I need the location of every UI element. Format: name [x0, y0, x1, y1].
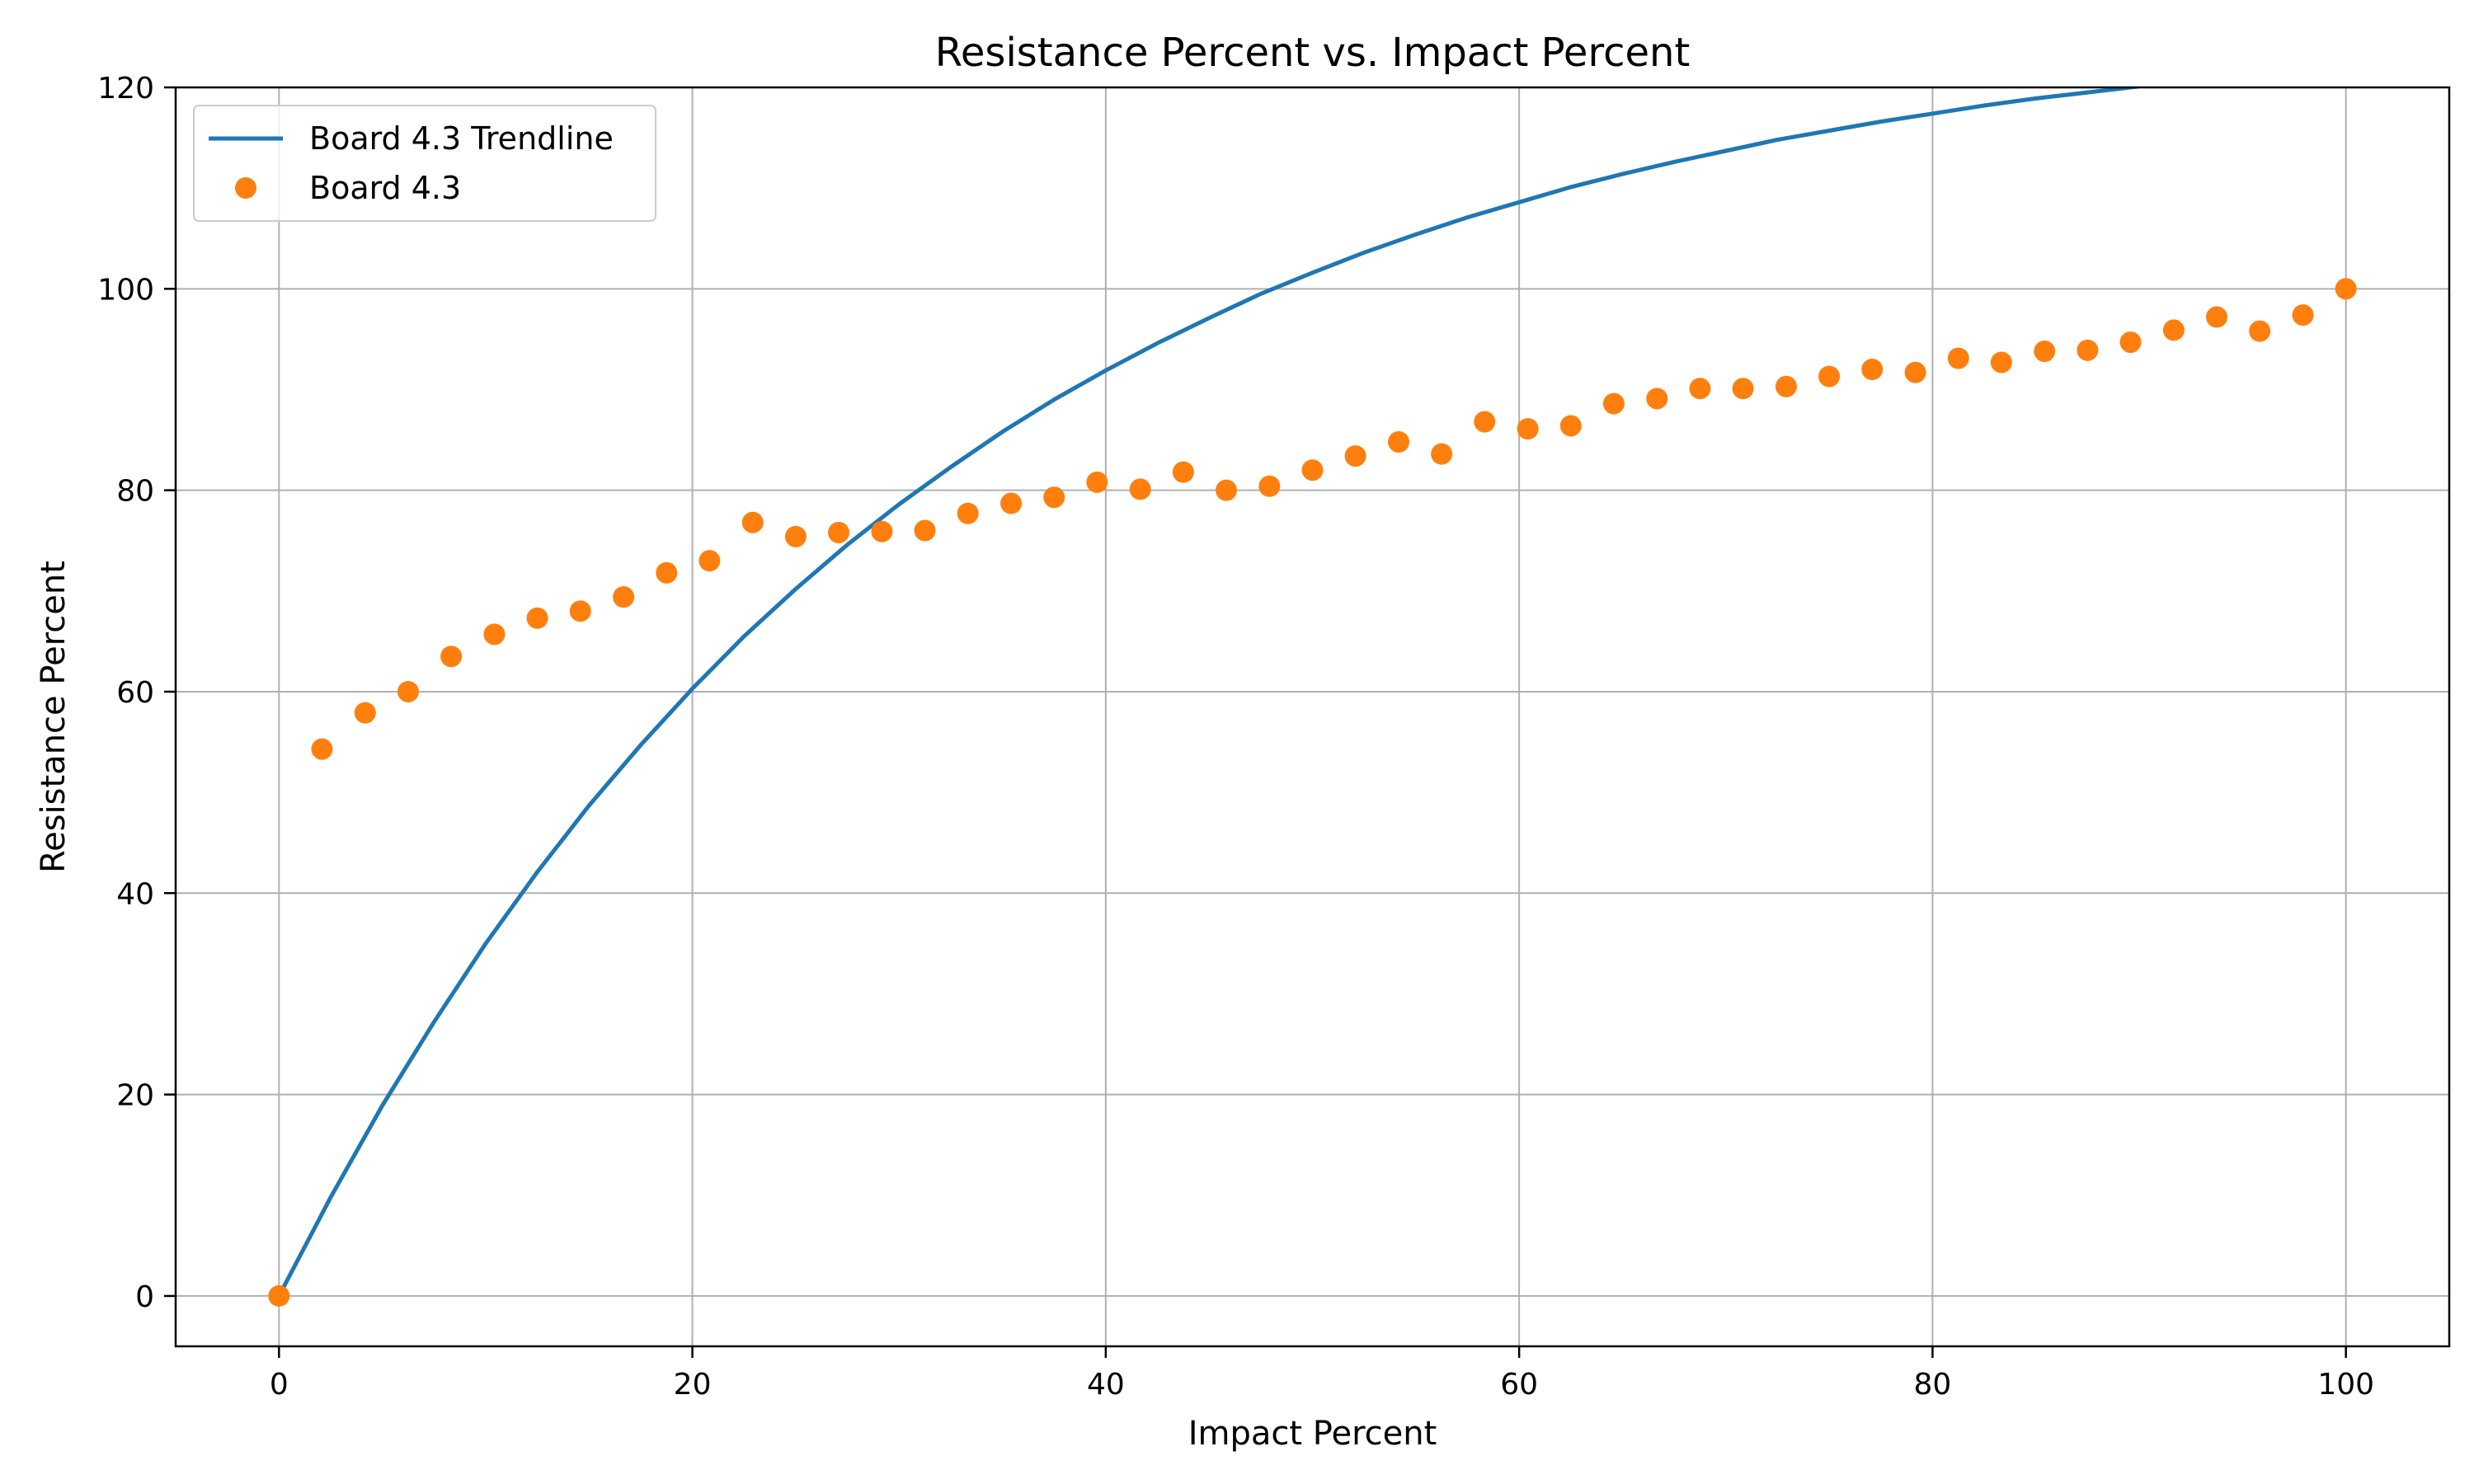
data-point [1215, 479, 1237, 501]
data-point [1301, 459, 1324, 481]
data-point [1474, 411, 1496, 433]
data-point [1689, 378, 1711, 400]
data-point [1861, 359, 1884, 381]
data-point [957, 502, 979, 524]
legend-box [193, 105, 656, 222]
data-point [268, 1284, 290, 1307]
data-point [1990, 351, 2012, 373]
data-point [828, 521, 850, 543]
plot-frame [174, 86, 2451, 1348]
y-tick-label: 60 [116, 676, 154, 710]
data-point [1172, 461, 1194, 483]
data-point [2206, 306, 2228, 328]
y-tick-label: 120 [97, 72, 154, 106]
data-point [741, 511, 764, 533]
data-point [1431, 443, 1453, 465]
data-point [1388, 431, 1410, 453]
data-point [1559, 415, 1582, 437]
data-point [1344, 445, 1366, 467]
data-point [1904, 361, 1926, 383]
legend-marker-swatch [235, 177, 256, 199]
x-tick-label: 60 [1500, 1368, 1538, 1402]
data-point [1043, 486, 1065, 509]
legend: Board 4.3 Trendline Board 4.3 [193, 105, 656, 222]
x-tick-label: 20 [674, 1368, 712, 1402]
y-axis-label: Resistance Percent [35, 561, 73, 873]
grid [176, 87, 2449, 1346]
data-point [1602, 392, 1625, 415]
axis-ticks: 0 20 40 60 80 100 0 20 40 60 80 100 120 [97, 72, 2374, 1402]
data-point [2292, 304, 2314, 326]
data-point [1129, 478, 1151, 500]
data-point [914, 519, 936, 542]
data-point [1086, 471, 1108, 493]
data-point [569, 600, 591, 622]
x-tick-label: 80 [1914, 1368, 1952, 1402]
x-tick-label: 100 [2317, 1368, 2374, 1402]
data-point [397, 680, 419, 702]
data-point [784, 525, 807, 547]
data-point [483, 623, 506, 646]
trendline-series-line [277, 87, 2149, 1298]
plot-area [268, 87, 2357, 1307]
data-point [354, 702, 376, 724]
data-point [1258, 475, 1281, 497]
data-point [2335, 278, 2357, 300]
data-point [311, 738, 333, 760]
data-point [1775, 375, 1797, 397]
data-point [2119, 331, 2142, 354]
data-point [440, 646, 463, 668]
chart-title: Resistance Percent vs. Impact Percent [935, 30, 1691, 76]
data-point [2034, 340, 2056, 363]
plot-series [268, 87, 2357, 1307]
legend-entry-trendline: Board 4.3 Trendline [309, 120, 614, 157]
data-point [2249, 320, 2271, 342]
data-point [526, 607, 548, 629]
data-point [613, 586, 635, 608]
y-tick-label: 0 [135, 1280, 154, 1314]
x-tick-label: 0 [270, 1368, 289, 1402]
data-point [1000, 492, 1023, 514]
data-point [871, 520, 893, 542]
data-point [698, 550, 721, 572]
y-tick-label: 100 [97, 273, 154, 307]
data-point [656, 561, 678, 584]
x-tick-label: 40 [1087, 1368, 1125, 1402]
data-point [1818, 365, 1841, 387]
data-point [1732, 378, 1754, 400]
y-tick-label: 40 [116, 877, 154, 911]
data-point [2162, 319, 2185, 341]
x-axis-label: Impact Percent [1188, 1415, 1437, 1453]
data-point [1646, 387, 1668, 410]
data-point [2077, 339, 2099, 361]
y-tick-label: 20 [116, 1079, 154, 1113]
y-tick-label: 80 [116, 475, 154, 509]
data-point [1517, 418, 1539, 440]
data-point [1947, 347, 1969, 369]
legend-entry-board: Board 4.3 [309, 170, 461, 206]
